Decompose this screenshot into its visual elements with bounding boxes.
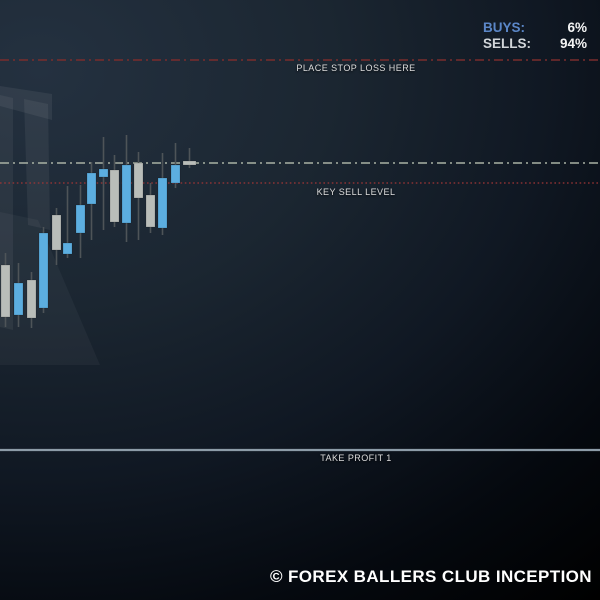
candle-body-bear bbox=[0, 264, 11, 318]
copyright-text: © FOREX BALLERS CLUB INCEPTION bbox=[269, 567, 592, 586]
buys-label: BUYS: bbox=[483, 20, 526, 35]
candle-body-bull bbox=[62, 242, 73, 255]
candle-body-bull bbox=[38, 232, 49, 309]
candle-body-bull bbox=[13, 282, 24, 316]
candle-body-bull bbox=[157, 177, 168, 229]
stop-loss-label: PLACE STOP LOSS HERE bbox=[296, 63, 416, 73]
level-lines bbox=[0, 59, 600, 452]
candle-body-bear bbox=[133, 162, 144, 199]
buys-row: BUYS: 6% bbox=[483, 20, 587, 36]
candle-body-bear bbox=[51, 214, 62, 251]
key-sell-level-label: KEY SELL LEVEL bbox=[316, 187, 396, 197]
candle-body-bull bbox=[75, 204, 86, 234]
candle-body-bear bbox=[145, 194, 156, 228]
take-profit-label: TAKE PROFIT 1 bbox=[320, 453, 392, 463]
candle-body-bear bbox=[109, 169, 120, 223]
candle-body-bear bbox=[182, 160, 197, 166]
candle-body-bull bbox=[86, 172, 97, 205]
candle-body-bull bbox=[98, 168, 109, 178]
sells-row: SELLS: 94% bbox=[483, 36, 587, 52]
buys-value: 6% bbox=[567, 20, 587, 35]
candle-body-bear bbox=[26, 279, 37, 319]
candle-body-bull bbox=[121, 164, 132, 224]
sells-label: SELLS: bbox=[483, 36, 532, 51]
sells-value: 94% bbox=[559, 36, 587, 51]
candles bbox=[0, 135, 197, 328]
sentiment-panel: BUYS: 6% SELLS: 94% bbox=[483, 20, 587, 52]
candle-body-bull bbox=[170, 164, 181, 184]
